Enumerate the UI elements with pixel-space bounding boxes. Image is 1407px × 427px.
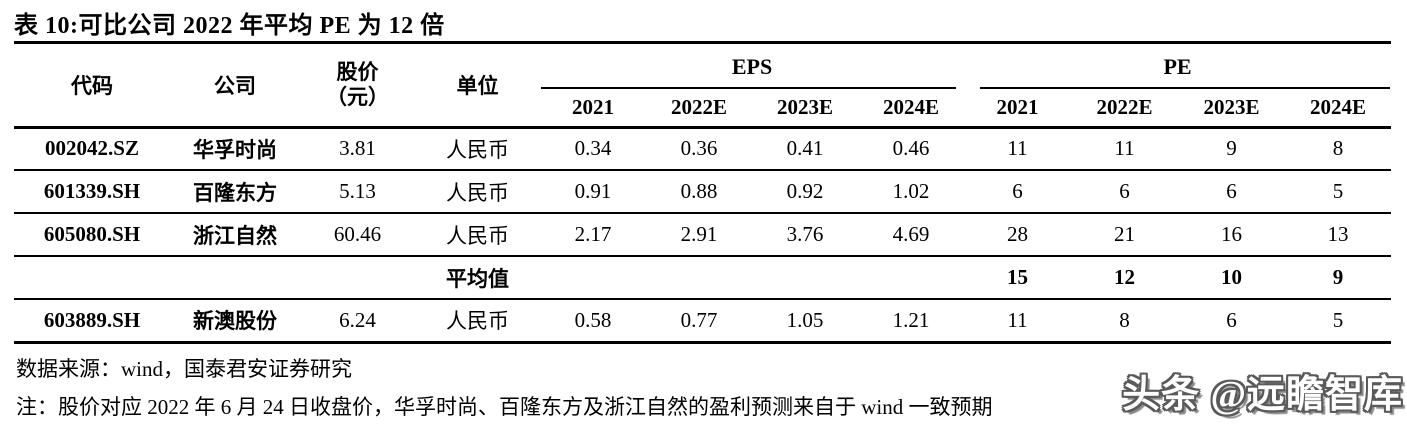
eps-cell: 2.17 xyxy=(540,212,646,256)
header-eps-2022e: 2022E xyxy=(646,89,752,129)
pe-cell: 5 xyxy=(1285,169,1392,213)
pe-cell: 8 xyxy=(1071,298,1179,344)
header-eps-2021: 2021 xyxy=(540,89,646,129)
pe-cell: 16 xyxy=(1178,212,1286,256)
pe-cell: 9 xyxy=(1226,136,1237,161)
table-row-xinao: 603889.SH 新澳股份 6.24 人民币 0.58 0.77 1.05 1… xyxy=(14,298,1392,344)
pe-cell: 6 xyxy=(1178,298,1286,344)
pe-cell: 11 xyxy=(1114,136,1135,161)
code-cell: 601339.SH xyxy=(14,169,170,213)
eps-cell: 1.05 xyxy=(752,298,858,344)
header-pe-2022e: 2022E xyxy=(1071,89,1179,129)
eps-cell: 4.69 xyxy=(858,212,965,256)
pe-cell: 13 xyxy=(1285,212,1392,256)
eps-group-label: EPS xyxy=(731,54,773,79)
table-row-huafu: 002042.SZ 华孚时尚 3.81 人民币 0.34 0.36 0.41 0… xyxy=(14,127,1391,170)
header-pe-2023e: 2023E xyxy=(1178,89,1286,129)
pe-group-underline xyxy=(980,87,1391,89)
company-cell: 百隆东方 xyxy=(170,169,300,213)
comparables-table: 代码 公司 股价 （元） 单位 EPS PE 2021 2022E xyxy=(14,45,1392,344)
eps-cell: 1.21 xyxy=(858,298,965,344)
code-cell-empty xyxy=(14,255,170,299)
header-pe-2024e: 2024E xyxy=(1285,89,1392,129)
header-eps-group: EPS xyxy=(540,45,964,89)
data-source-text: 数据来源：wind，国泰君安证券研究 xyxy=(16,357,352,381)
eps-cell: 3.76 xyxy=(752,212,858,256)
pe-avg-cell: 15 xyxy=(964,255,1072,299)
pe-cell: 11 xyxy=(964,298,1072,344)
table-title: 表 10:可比公司 2022 年平均 PE 为 12 倍 xyxy=(14,13,445,39)
pe-avg-cell: 10 xyxy=(1178,255,1286,299)
eps-cell-empty xyxy=(540,255,646,299)
header-eps-2023e: 2023E xyxy=(752,89,858,129)
pe-cell: 6 xyxy=(1071,169,1179,213)
price-cell: 60.46 xyxy=(300,212,415,256)
pe-avg-cell: 12 xyxy=(1071,255,1179,299)
company-cell: 华孚时尚 xyxy=(193,137,277,162)
company-cell-empty xyxy=(170,255,300,299)
header-pe-2021: 2021 xyxy=(964,89,1072,129)
price-cell-empty xyxy=(300,255,415,299)
header-unit: 单位 xyxy=(415,45,540,129)
company-cell: 浙江自然 xyxy=(170,212,300,256)
code-cell: 002042.SZ xyxy=(45,136,139,161)
table-row-zhejiang: 605080.SH 浙江自然 60.46 人民币 2.17 2.91 3.76 … xyxy=(14,212,1392,256)
eps-cell: 0.88 xyxy=(646,169,752,213)
eps-cell: 0.77 xyxy=(646,298,752,344)
unit-cell: 人民币 xyxy=(415,298,540,344)
eps-cell: 1.02 xyxy=(858,169,965,213)
eps-cell: 0.36 xyxy=(680,136,718,161)
pe-cell: 6 xyxy=(1178,169,1286,213)
header-company: 公司 xyxy=(170,45,300,129)
company-cell: 新澳股份 xyxy=(170,298,300,344)
header-pe-group: PE xyxy=(964,45,1391,89)
header-price-line2: （元） xyxy=(326,85,389,110)
eps-cell: 2.91 xyxy=(646,212,752,256)
header-years-row: 2021 2022E 2023E 2024E 2021 2022E 2023E … xyxy=(14,89,1392,129)
eps-cell: 0.41 xyxy=(786,136,824,161)
pe-cell: 8 xyxy=(1332,136,1344,161)
pe-group-label: PE xyxy=(1163,54,1192,79)
eps-cell: 0.58 xyxy=(540,298,646,344)
watermark-text: 头条 @远瞻智库 xyxy=(1122,374,1403,416)
header-code: 代码 xyxy=(14,45,170,129)
pe-cell: 28 xyxy=(964,212,1072,256)
eps-cell: 0.46 xyxy=(892,136,930,161)
unit-cell: 人民币 xyxy=(446,137,509,162)
unit-cell: 人民币 xyxy=(415,212,540,256)
unit-cell: 人民币 xyxy=(415,169,540,213)
pe-cell: 5 xyxy=(1285,298,1392,344)
price-cell: 5.13 xyxy=(300,169,415,213)
table-row-average: 平均值 15 12 10 9 xyxy=(14,255,1392,299)
eps-cell-empty xyxy=(752,255,858,299)
table-row-bailong: 601339.SH 百隆东方 5.13 人民币 0.91 0.88 0.92 1… xyxy=(14,169,1392,213)
pe-cell: 21 xyxy=(1071,212,1179,256)
header-group-row: 代码 公司 股价 （元） 单位 EPS PE xyxy=(14,45,1391,129)
header-eps-2024e: 2024E xyxy=(858,89,965,129)
eps-cell-empty xyxy=(646,255,752,299)
title-divider xyxy=(14,41,1391,44)
header-price: 股价 （元） xyxy=(300,45,415,129)
eps-cell: 0.34 xyxy=(574,136,612,161)
pe-avg-cell: 9 xyxy=(1285,255,1392,299)
eps-cell: 0.92 xyxy=(752,169,858,213)
eps-cell: 0.91 xyxy=(540,169,646,213)
code-cell: 605080.SH xyxy=(14,212,170,256)
eps-cell-empty xyxy=(858,255,965,299)
pe-cell: 11 xyxy=(1007,136,1028,161)
footnote-text: 注：股价对应 2022 年 6 月 24 日收盘价，华孚时尚、百隆东方及浙江自然… xyxy=(16,395,993,419)
header-price-line1: 股价 xyxy=(336,60,379,85)
price-cell: 6.24 xyxy=(300,298,415,344)
average-label-cell: 平均值 xyxy=(415,255,540,299)
code-cell: 603889.SH xyxy=(14,298,170,344)
eps-group-underline xyxy=(541,87,957,89)
pe-cell: 6 xyxy=(964,169,1072,213)
price-cell: 3.81 xyxy=(339,136,376,161)
